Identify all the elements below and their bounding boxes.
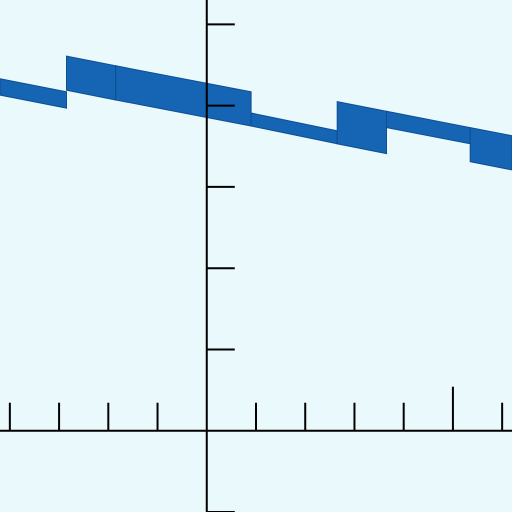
band-segment-7 (469, 126, 512, 171)
band-segment-5 (336, 100, 387, 155)
band-segment-1 (0, 78, 67, 109)
band-series (0, 55, 512, 171)
